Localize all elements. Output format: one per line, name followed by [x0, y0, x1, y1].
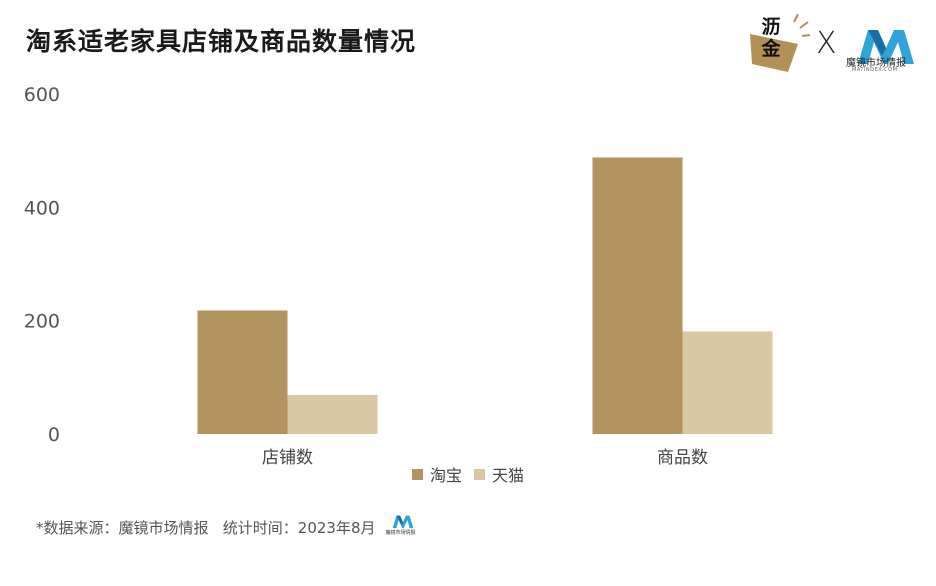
legend-item: 天猫 [474, 462, 524, 486]
footer: *数据来源：魔镜市场情报 统计时间：2023年8月 魔镜市场情报 [36, 514, 420, 540]
bar-chart: 0 200 400 600 店铺数 商品数 [24, 84, 773, 468]
x-tick-label: 商品数 [657, 448, 708, 468]
y-tick-label: 400 [24, 197, 60, 219]
legend-item: 淘宝 [411, 462, 462, 486]
footer-logo-name: 魔镜市场情报 [385, 530, 416, 536]
source-text: *数据来源：魔镜市场情报 统计时间：2023年8月 [36, 518, 376, 537]
bar-taobao-products [592, 157, 683, 434]
bar-taobao-stores [197, 310, 288, 434]
x-tick-label: 店铺数 [262, 448, 313, 468]
legend-label: 淘宝 [429, 466, 462, 485]
y-tick-label: 600 [24, 84, 60, 106]
bar-tmall-stores [287, 394, 378, 434]
matindex-logo-icon [858, 30, 914, 64]
y-tick-label: 0 [48, 424, 60, 446]
legend-swatch [411, 468, 423, 480]
matindex-small-logo-icon [392, 515, 413, 529]
legend-label: 天猫 [492, 466, 525, 485]
legend-swatch [474, 468, 485, 480]
bar-tmall-products [682, 331, 773, 434]
lijin-logo-icon [750, 14, 811, 72]
footer-logo: 魔镜市场情报 [386, 514, 420, 540]
matindex-logo-name: 魔镜市场情报 [846, 58, 906, 69]
lijin-logo-text: 沥金 [761, 16, 781, 60]
brand-logos: 沥金 X 魔镜市场情报 MATINDEX.COM [748, 14, 918, 76]
chart-title: 淘系适老家具店铺及商品数量情况 [26, 27, 417, 56]
chart-legend: 淘宝 天猫 [0, 462, 936, 486]
logo-separator: X [816, 26, 837, 61]
matindex-logo-sub: MATINDEX.COM [852, 67, 898, 73]
y-tick-label: 200 [24, 311, 60, 333]
